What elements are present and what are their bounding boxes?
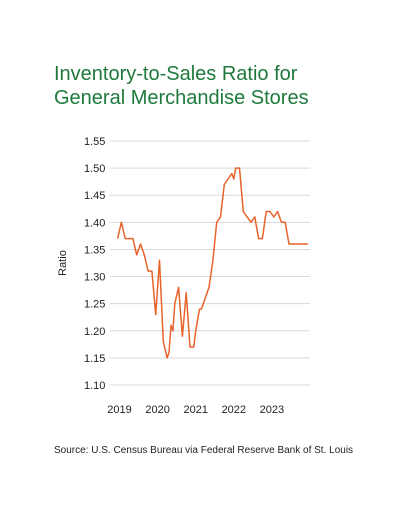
y-tick-label: 1.35 [84, 244, 105, 256]
x-tick-label: 2023 [260, 404, 284, 416]
series-lines [116, 167, 309, 359]
y-tick-label: 1.20 [84, 326, 105, 338]
chart-title-line-2: General Merchandise Stores [54, 87, 309, 109]
chart-title: Inventory-to-Sales Ratio for General Mer… [54, 62, 384, 110]
y-tick-label: 1.40 [84, 217, 105, 229]
x-tick-label: 2022 [222, 404, 246, 416]
chart-title-line-1: Inventory-to-Sales Ratio for [54, 63, 298, 85]
y-tick-label: 1.15 [84, 353, 105, 365]
y-axis-label: Ratio [57, 250, 69, 276]
x-tick-label: 2021 [183, 404, 207, 416]
y-tick-label: 1.30 [84, 272, 105, 284]
y-tick-label: 1.25 [84, 299, 105, 311]
y-tick-label: 1.55 [84, 136, 105, 148]
line-chart: 1.55 1.50 1.45 1.40 1.35 1.30 1.25 1.20 1.15 1.10… [57, 136, 310, 416]
x-tick-labels: 2019 2020 2021 2022 2023 [107, 404, 284, 416]
y-tick-label: 1.50 [84, 163, 105, 175]
source-note: Source: U.S. Census Bureau via Federal R… [54, 445, 354, 456]
y-tick-labels: 1.55 1.50 1.45 1.40 1.35 1.30 1.25 1.20 1.15 1.10 [84, 136, 105, 392]
y-tick-label: 1.10 [84, 380, 105, 392]
grid-lines [110, 140, 310, 386]
x-tick-label: 2019 [107, 404, 131, 416]
series-line [116, 167, 309, 359]
x-tick-label: 2020 [145, 404, 169, 416]
y-tick-label: 1.45 [84, 190, 105, 202]
